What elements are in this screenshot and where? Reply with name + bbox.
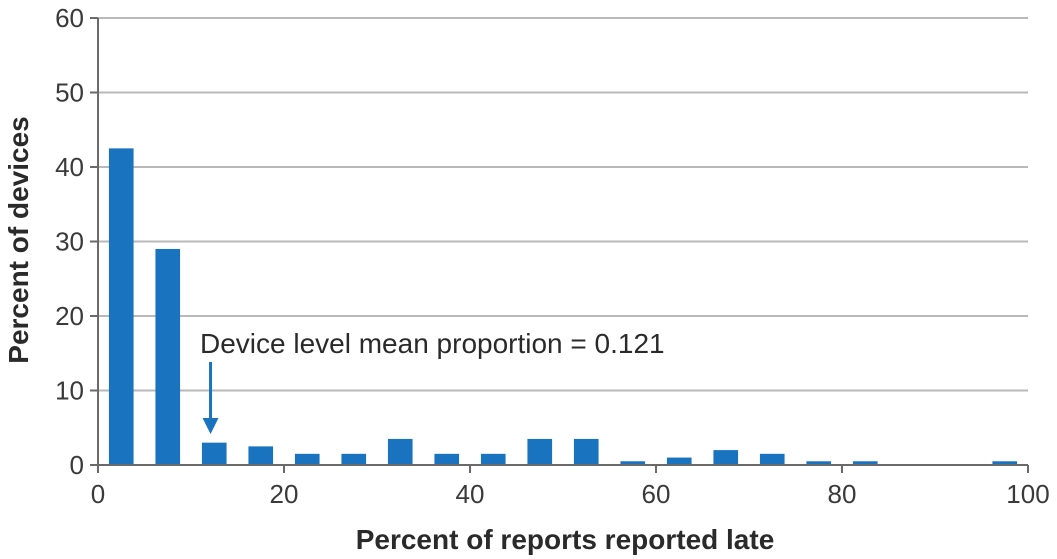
bar bbox=[341, 453, 367, 465]
bars bbox=[108, 148, 1018, 465]
bar bbox=[480, 453, 506, 465]
x-tick-label: 100 bbox=[1006, 479, 1049, 509]
bar bbox=[573, 438, 599, 465]
y-tick-label: 20 bbox=[55, 301, 84, 331]
bar bbox=[713, 450, 739, 465]
y-tick-labels: 0 10 20 30 40 50 60 bbox=[55, 3, 84, 480]
y-tick-label: 30 bbox=[55, 227, 84, 257]
bar bbox=[434, 453, 460, 465]
bar bbox=[620, 461, 646, 465]
y-tick-label: 50 bbox=[55, 78, 84, 108]
arrow-head bbox=[202, 418, 219, 434]
mean-annotation: Device level mean proportion = 0.121 bbox=[200, 328, 665, 359]
bar bbox=[248, 446, 274, 465]
x-tick-label: 80 bbox=[828, 479, 857, 509]
bar bbox=[852, 461, 878, 465]
x-tick-label: 0 bbox=[91, 479, 105, 509]
annotation-arrow bbox=[202, 362, 219, 434]
x-tick-labels: 0 20 40 60 80 100 bbox=[91, 479, 1050, 509]
y-tick-label: 60 bbox=[55, 3, 84, 33]
bar bbox=[387, 438, 413, 465]
bar bbox=[527, 438, 553, 465]
y-tick-label: 0 bbox=[70, 450, 84, 480]
x-tick-label: 20 bbox=[270, 479, 299, 509]
x-axis-title: Percent of reports reported late bbox=[356, 524, 775, 555]
bar bbox=[294, 453, 320, 465]
y-tick-label: 40 bbox=[55, 152, 84, 182]
gridlines bbox=[98, 17, 1028, 392]
bar bbox=[666, 457, 692, 465]
y-axis-title: Percent of devices bbox=[3, 116, 34, 363]
y-tick-label: 10 bbox=[55, 376, 84, 406]
axes bbox=[90, 17, 1029, 473]
bar bbox=[992, 461, 1018, 465]
bar bbox=[108, 148, 134, 465]
bar bbox=[201, 442, 227, 465]
x-tick-label: 40 bbox=[456, 479, 485, 509]
bar bbox=[806, 461, 832, 465]
bar bbox=[155, 248, 181, 465]
x-tick-label: 60 bbox=[642, 479, 671, 509]
bar bbox=[759, 453, 785, 465]
